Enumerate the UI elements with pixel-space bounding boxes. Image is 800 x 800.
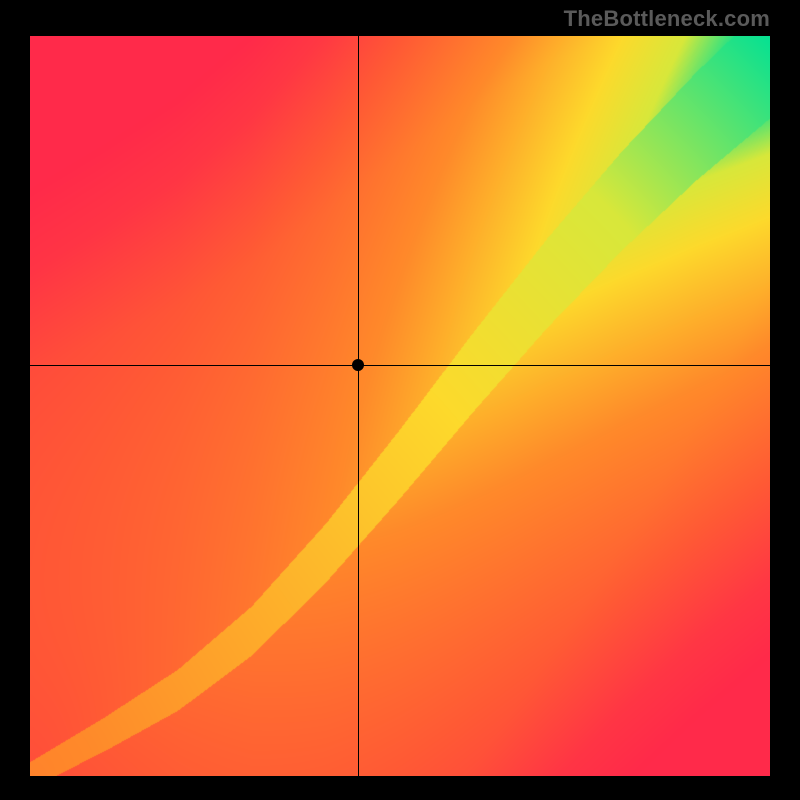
attribution-text: TheBottleneck.com — [564, 6, 770, 32]
heatmap-canvas — [30, 36, 770, 776]
chart-container: TheBottleneck.com — [0, 0, 800, 800]
plot-area — [30, 36, 770, 776]
